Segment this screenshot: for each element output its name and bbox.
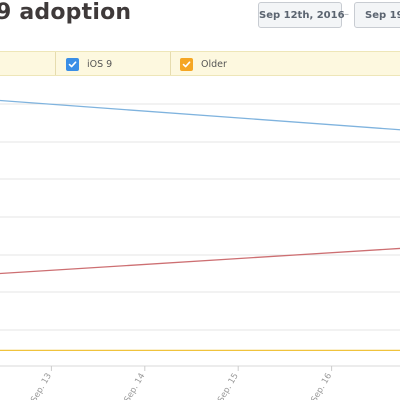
legend-item-older[interactable]: Older (180, 57, 227, 71)
x-tick-label: Sep. 14 (123, 372, 148, 400)
end-date-picker[interactable]: Sep 19th (354, 2, 400, 28)
series-line (0, 247, 400, 275)
legend-item-ios9[interactable]: iOS 9 (66, 57, 112, 71)
series-line (0, 99, 400, 131)
x-tick-label: Sep. 15 (216, 372, 241, 400)
x-tick-label: Sep. 13 (29, 372, 54, 400)
date-range-separator: – (344, 9, 349, 20)
legend-label: Older (201, 58, 227, 70)
x-tick-label: Sep. 16 (309, 372, 334, 400)
checkbox-checked-icon[interactable] (180, 57, 193, 71)
start-date-picker[interactable]: Sep 12th, 2016 (258, 2, 345, 28)
checkbox-checked-icon[interactable] (66, 57, 79, 71)
legend-divider (170, 52, 171, 75)
legend-bar: iOS 9 Older (0, 51, 400, 76)
page-title: 9 adoption (0, 0, 132, 25)
legend-divider (55, 52, 56, 75)
legend-label: iOS 9 (87, 58, 113, 70)
